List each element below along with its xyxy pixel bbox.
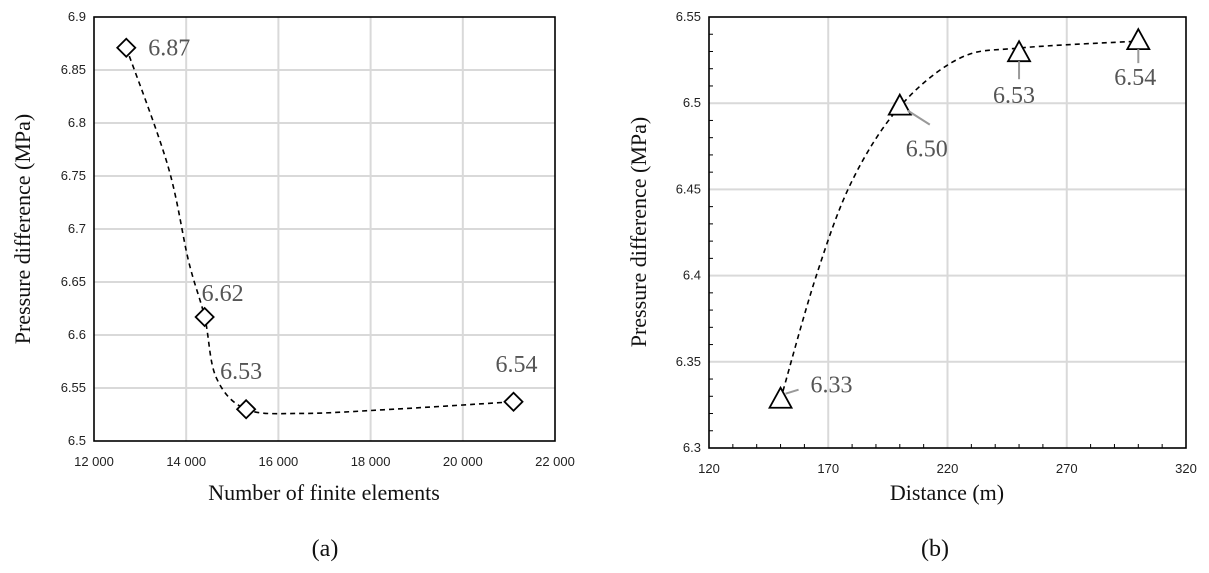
x-tick-label: 22 000	[535, 454, 575, 469]
y-tick-label: 6.7	[68, 221, 86, 236]
y-tick-label: 6.5	[68, 433, 86, 448]
x-tick-label: 320	[1175, 461, 1197, 476]
triangle-marker	[1006, 39, 1032, 63]
data-markers	[115, 37, 524, 420]
y-tick-label: 6.55	[676, 9, 701, 24]
plot-area-frame	[708, 16, 1187, 449]
x-axis-title: Number of finite elements	[208, 480, 440, 505]
y-tick-label: 6.75	[61, 168, 86, 183]
tick-labels: 120 170 220 270 320 6.3 6.35 6.4 6.45 6.5 6.55	[676, 9, 1197, 476]
y-tick-label: 6.85	[61, 62, 86, 77]
y-tick-label: 6.6	[68, 327, 86, 342]
y-tick-label: 6.35	[676, 354, 701, 369]
tick-labels: 12 000 14 000 16 000 18 000 20 000 22 000 6.5 6…	[61, 9, 575, 469]
grid-lines	[94, 17, 555, 441]
x-tick-label: 20 000	[443, 454, 483, 469]
label-leader-line	[785, 388, 799, 395]
x-tick-label: 16 000	[259, 454, 299, 469]
data-label: 6.54	[1114, 65, 1156, 91]
panel-caption: (a)	[312, 536, 339, 562]
dashed-trendline	[779, 40, 1139, 400]
x-axis-title: Distance (m)	[890, 480, 1004, 505]
chart-panel-a: 12 000 14 000 16 000 18 000 20 000 22 000 6.5 6…	[10, 9, 575, 562]
data-label: 6.50	[906, 137, 948, 163]
y-axis-title: Pressure difference (MPa)	[626, 117, 651, 348]
x-tick-label: 18 000	[351, 454, 391, 469]
data-label: 6.33	[811, 373, 853, 399]
y-tick-label: 6.3	[683, 440, 701, 455]
data-label: 6.62	[202, 281, 244, 307]
data-markers	[768, 27, 1151, 409]
chart-panel-b: 120 170 220 270 320 6.3 6.35 6.4 6.45 6.5 6.55 6.3…	[626, 9, 1197, 562]
data-label: 6.53	[220, 359, 262, 385]
x-tick-label: 170	[817, 461, 839, 476]
y-axis-title: Pressure difference (MPa)	[10, 114, 35, 345]
y-tick-label: 6.45	[676, 181, 701, 196]
y-tick-label: 6.4	[683, 268, 701, 283]
plot-area-frame	[93, 16, 556, 442]
x-tick-label: 220	[937, 461, 959, 476]
x-tick-label: 14 000	[166, 454, 206, 469]
diamond-marker	[503, 391, 524, 413]
triangle-marker	[887, 92, 913, 116]
y-tick-label: 6.9	[68, 9, 86, 24]
triangle-marker	[1125, 27, 1151, 51]
y-tick-label: 6.8	[68, 115, 86, 130]
x-tick-label: 120	[698, 461, 720, 476]
triangle-marker	[768, 385, 794, 409]
data-labels: 6.33 6.50 6.53 6.54	[785, 49, 1156, 399]
diamond-marker	[115, 37, 137, 59]
y-tick-label: 6.65	[61, 274, 86, 289]
x-tick-label: 270	[1056, 461, 1078, 476]
label-leader-line	[907, 109, 931, 126]
grid-lines	[709, 17, 1186, 448]
data-label: 6.54	[496, 352, 538, 378]
y-tick-label: 6.55	[61, 380, 86, 395]
data-labels: 6.87 6.62 6.53 6.54	[148, 36, 537, 385]
dashed-trendline	[125, 47, 514, 415]
data-label: 6.87	[148, 36, 190, 62]
data-label: 6.53	[993, 83, 1035, 109]
diamond-marker	[235, 398, 257, 420]
y-tick-label: 6.5	[683, 95, 701, 110]
x-tick-label: 12 000	[74, 454, 114, 469]
diamond-marker	[194, 306, 215, 328]
panel-caption: (b)	[921, 536, 949, 562]
